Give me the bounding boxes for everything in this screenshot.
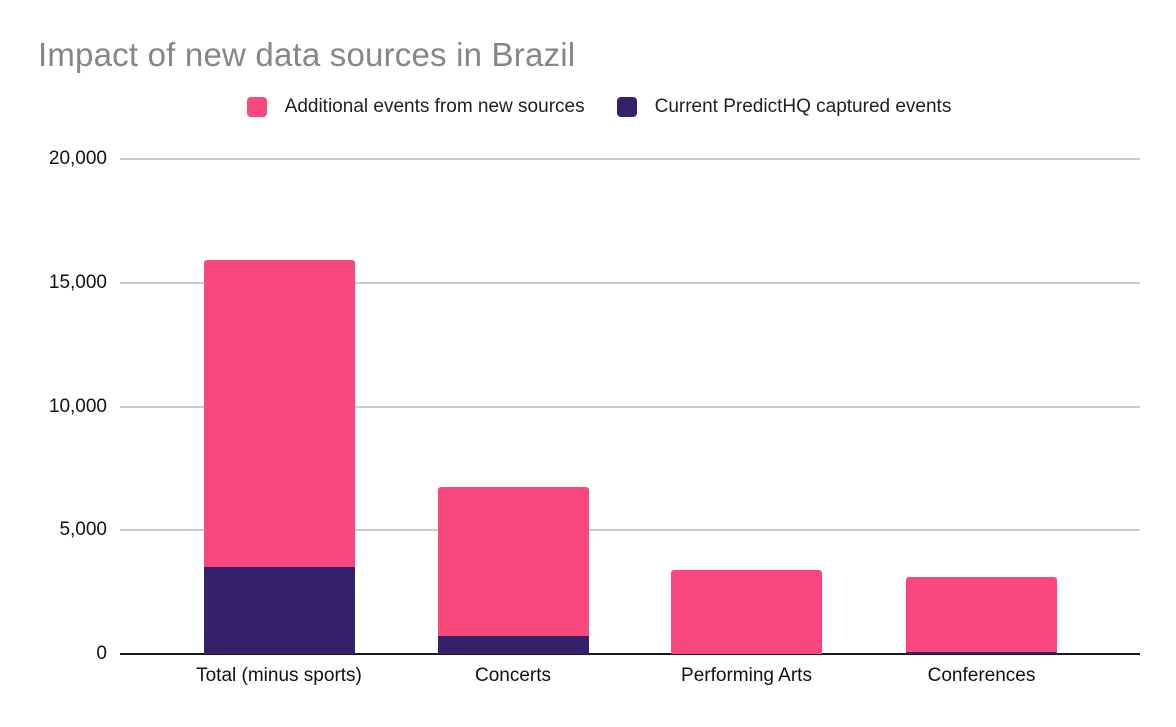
- bar-segment-additional[interactable]: [437, 486, 589, 636]
- legend-item-current[interactable]: Current PredictHQ captured events: [616, 96, 952, 118]
- chart-title: Impact of new data sources in Brazil: [38, 36, 576, 73]
- bar-segment-current[interactable]: [437, 635, 589, 654]
- legend-swatch-purple-icon: [616, 97, 637, 117]
- y-axis-label: 5,000: [59, 519, 107, 541]
- bar-group: [437, 486, 589, 654]
- gridline: [120, 158, 1140, 160]
- y-axis-label: 0: [96, 643, 107, 664]
- x-axis-line: [120, 653, 1140, 655]
- x-axis-label: Conferences: [927, 665, 1036, 686]
- gridline: [120, 529, 1140, 532]
- bar-group: [671, 569, 822, 654]
- bar-group: [203, 260, 355, 654]
- x-axis-label: Performing Arts: [681, 665, 812, 686]
- bar-segment-current[interactable]: [203, 567, 355, 654]
- legend-item-additional[interactable]: Additional events from new sources: [246, 96, 585, 118]
- bar-segment-additional[interactable]: [906, 577, 1057, 652]
- gridline: [120, 281, 1140, 284]
- y-axis-label: 20,000: [48, 148, 107, 169]
- y-axis-label: 15,000: [48, 271, 107, 293]
- legend: Additional events from new sources Curre…: [0, 96, 1176, 118]
- y-axis-label: 10,000: [48, 395, 107, 417]
- y-axis: 0 5,000 10,000 15,000 20,000: [0, 148, 107, 664]
- bar-segment-current[interactable]: [906, 651, 1057, 654]
- legend-swatch-pink-icon: [246, 97, 267, 117]
- legend-label: Additional events from new sources: [284, 96, 585, 117]
- x-axis-label: Total (minus sports): [196, 665, 362, 686]
- gridline: [120, 405, 1140, 408]
- x-axis-label: Concerts: [474, 665, 552, 686]
- bar-segment-additional[interactable]: [203, 260, 355, 568]
- legend-label: Current PredictHQ captured events: [654, 96, 952, 117]
- bar-segment-additional[interactable]: [671, 569, 822, 654]
- plot-area: Total (minus sports) Concerts Performing A…: [120, 158, 1140, 686]
- bar-group: [906, 577, 1057, 654]
